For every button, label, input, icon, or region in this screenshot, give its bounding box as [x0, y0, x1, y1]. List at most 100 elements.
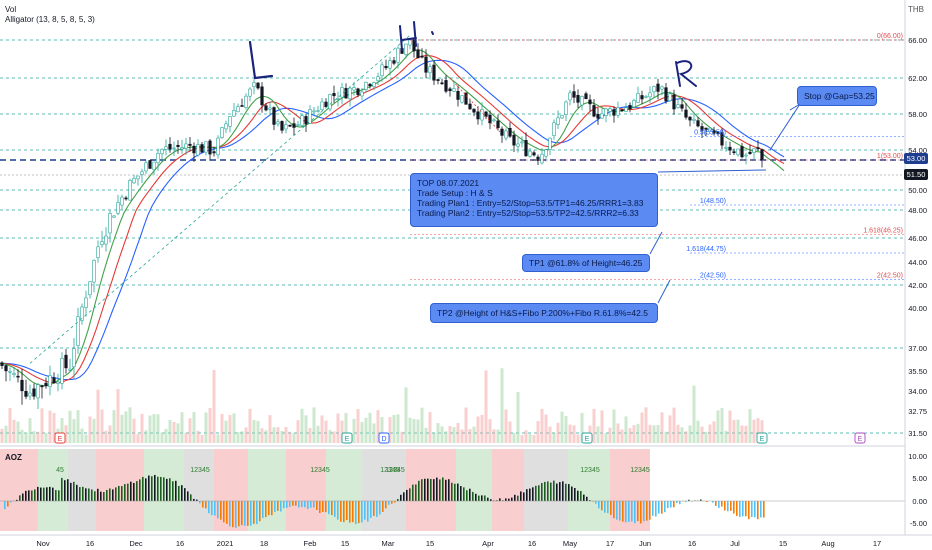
aoz-bar — [637, 501, 639, 522]
x-tick-label: Dec — [129, 539, 143, 548]
volume-bar — [132, 418, 136, 443]
aoz-bar — [514, 494, 516, 501]
volume-bar — [664, 431, 668, 443]
stop-callout: Stop @Gap=53.25 — [797, 86, 877, 106]
volume-bar — [68, 410, 72, 443]
aoz-bar — [328, 501, 330, 515]
candle-body — [640, 95, 644, 100]
aoz-bar — [463, 487, 465, 501]
candle-body — [12, 373, 16, 376]
setup-line: Trading Plan2 : Entry=52/Stop=53.5/TP2=4… — [417, 208, 639, 218]
x-tick-label: Jul — [730, 539, 740, 548]
candle-body — [716, 131, 720, 134]
event-marker-box — [54, 432, 66, 444]
aoz-bar — [148, 475, 150, 501]
aoz-bar — [145, 478, 147, 501]
candle-body — [244, 95, 248, 108]
aoz-bar — [262, 501, 264, 519]
event-marker: E — [345, 436, 350, 443]
candle-body — [388, 60, 392, 69]
aoz-bar — [298, 501, 300, 508]
aoz-bar — [568, 484, 570, 501]
candle-body — [96, 246, 100, 258]
fib-label: 1.618(44.75) — [686, 246, 726, 253]
indicator-band — [492, 449, 524, 531]
volume-bar — [512, 432, 516, 443]
volume-bar — [412, 418, 416, 443]
aoz-bar — [112, 489, 114, 501]
volume-bar — [420, 407, 424, 443]
volume-bar — [756, 418, 760, 443]
volume-bar — [284, 427, 288, 443]
volume-bar — [212, 369, 216, 443]
aoz-bar — [739, 501, 741, 517]
y-tick-label: 44.00 — [908, 258, 927, 267]
aoz-bar — [151, 476, 153, 501]
aoz-bar — [382, 501, 384, 512]
aoz-bar — [229, 501, 231, 527]
aoz-bar — [676, 501, 678, 504]
fib-label: 2(42.50) — [700, 272, 726, 279]
aoz-bar — [550, 482, 552, 501]
fib-label: 0.5(55.50) — [694, 130, 726, 137]
retrace-line — [449, 77, 501, 133]
volume-bar — [556, 422, 560, 443]
aoz-bar — [22, 493, 24, 501]
candle-body — [20, 379, 24, 392]
aoz-bar — [505, 498, 507, 501]
volume-bar — [728, 410, 732, 443]
aoz-bar — [157, 476, 159, 501]
candle-body — [740, 146, 744, 158]
x-tick-label: Apr — [482, 539, 494, 548]
aoz-bar — [388, 501, 390, 505]
candle-body — [452, 88, 456, 92]
aoz-bar — [55, 490, 57, 501]
candle-body — [652, 86, 656, 93]
candle-body — [180, 147, 184, 150]
candle-body — [492, 119, 496, 122]
aoz-bar — [52, 487, 54, 501]
volume-bar — [532, 434, 536, 443]
x-tick-label: 2021 — [217, 539, 234, 548]
aoz-bar — [115, 487, 117, 501]
volume-bar — [240, 431, 244, 443]
candle-body — [296, 124, 300, 126]
aoz-bar — [631, 501, 633, 522]
volume-bar — [220, 413, 224, 443]
aoz-bar — [313, 501, 315, 508]
aoz-bar — [520, 491, 522, 501]
event-marker-box — [854, 432, 866, 444]
aoz-bar — [475, 493, 477, 501]
candle-body — [36, 384, 40, 399]
candle-body — [200, 144, 204, 153]
aoz-bar — [700, 499, 702, 501]
volume-bar — [620, 429, 624, 443]
candle-body — [52, 377, 56, 384]
aoz-bar — [202, 501, 204, 508]
volume-bar — [668, 415, 672, 443]
hand-letter-stroke — [675, 60, 697, 87]
x-tick-label: 15 — [426, 539, 434, 548]
y-tick-label: 34.00 — [908, 387, 927, 396]
volume-bar — [356, 409, 360, 443]
x-tick-label: 16 — [176, 539, 184, 548]
volume-bar — [560, 411, 564, 443]
candle-body — [68, 368, 72, 371]
aoz-bar — [658, 501, 660, 514]
indicator-band — [524, 449, 568, 531]
candle-body — [508, 128, 512, 137]
aoz-bar — [430, 478, 432, 501]
candle-body — [736, 148, 740, 156]
aoz-bar — [412, 484, 414, 501]
y-tick-label: 46.00 — [908, 234, 927, 243]
event-marker: E — [58, 436, 63, 443]
volume-bar — [364, 417, 368, 443]
volume-bar — [448, 426, 452, 443]
volume-bar — [296, 420, 300, 443]
tp1-pointer — [649, 231, 663, 255]
aoz-bar — [100, 491, 102, 501]
aoz-bar — [589, 500, 591, 501]
aoz-bar — [292, 501, 294, 506]
